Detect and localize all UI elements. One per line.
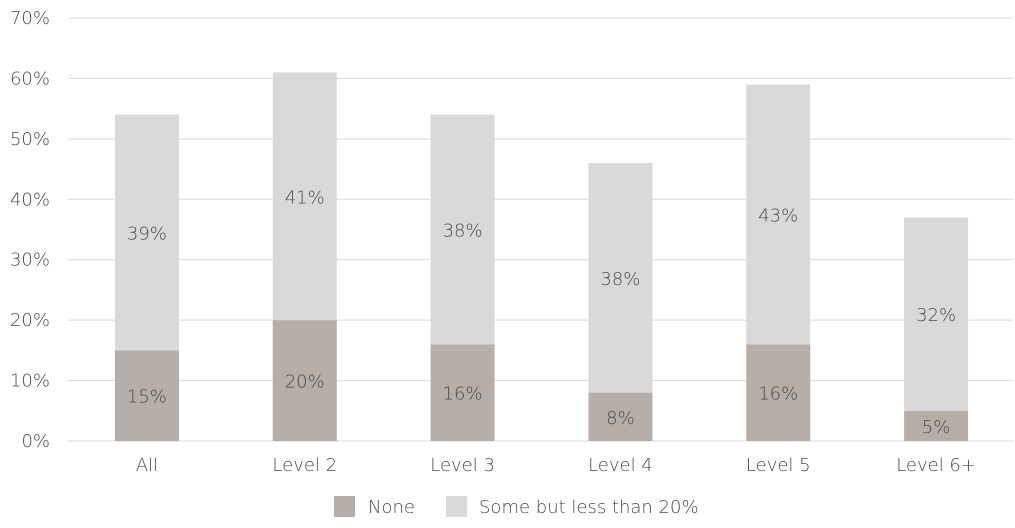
bar-segment-none bbox=[588, 392, 653, 441]
y-tick-label: 20% bbox=[10, 310, 50, 331]
bar-segment-some bbox=[588, 163, 653, 393]
y-tick-label: 70% bbox=[10, 8, 50, 29]
legend-label: None bbox=[368, 497, 415, 518]
bar-segment-none bbox=[272, 320, 337, 441]
bar-segment-some bbox=[272, 72, 337, 321]
y-tick-label: 60% bbox=[10, 68, 50, 89]
x-tick-label: Level 3 bbox=[430, 455, 495, 476]
legend-item-none: None bbox=[334, 496, 415, 518]
x-tick-label: All bbox=[136, 455, 158, 476]
bar-segment-none bbox=[430, 344, 495, 441]
bar-segment-some bbox=[430, 114, 495, 345]
x-axis-tick-labels: All Level 2 Level 3 Level 4 Level 5 Level 6+ bbox=[136, 455, 976, 476]
x-tick-label: Level 6+ bbox=[896, 455, 976, 476]
x-tick-label: Level 5 bbox=[746, 455, 811, 476]
y-tick-label: 10% bbox=[10, 371, 50, 392]
data-label: 16% bbox=[443, 384, 483, 405]
data-label: 38% bbox=[600, 269, 640, 290]
legend-swatch bbox=[446, 496, 467, 517]
legend: None Some but less than 20% bbox=[334, 496, 699, 518]
x-tick-label: Level 2 bbox=[272, 455, 337, 476]
data-label: 43% bbox=[758, 205, 798, 226]
data-labels: 15% 39% 20% 41% 16% 38% 8% 38% 16% 43% 5% 32% bbox=[127, 187, 956, 438]
bar-segment-some bbox=[904, 217, 969, 411]
gridlines bbox=[68, 17, 1013, 442]
bar-segment-some bbox=[746, 84, 811, 345]
bar-segment-none bbox=[904, 410, 969, 441]
bars bbox=[114, 72, 969, 441]
data-label: 8% bbox=[606, 408, 635, 429]
y-tick-label: 30% bbox=[10, 250, 50, 271]
data-label: 20% bbox=[285, 372, 325, 393]
y-tick-label: 50% bbox=[10, 129, 50, 150]
data-label: 38% bbox=[443, 221, 483, 242]
bar-segment-none bbox=[746, 344, 811, 441]
data-label: 16% bbox=[758, 384, 798, 405]
data-label: 5% bbox=[922, 417, 951, 438]
y-tick-label: 40% bbox=[10, 189, 50, 210]
y-tick-label: 0% bbox=[21, 431, 50, 452]
bar-segment-some bbox=[114, 114, 179, 351]
legend-label: Some but less than 20% bbox=[479, 497, 699, 518]
data-label: 32% bbox=[916, 305, 956, 326]
data-label: 15% bbox=[127, 387, 167, 408]
legend-swatch bbox=[334, 496, 355, 517]
bar-segment-none bbox=[114, 350, 179, 441]
data-label: 39% bbox=[127, 224, 167, 245]
y-axis-tick-labels: 0% 10% 20% 30% 40% 50% 60% 70% bbox=[10, 8, 50, 452]
data-label: 41% bbox=[285, 187, 325, 208]
x-tick-label: Level 4 bbox=[588, 455, 653, 476]
legend-item-some: Some but less than 20% bbox=[446, 496, 699, 518]
